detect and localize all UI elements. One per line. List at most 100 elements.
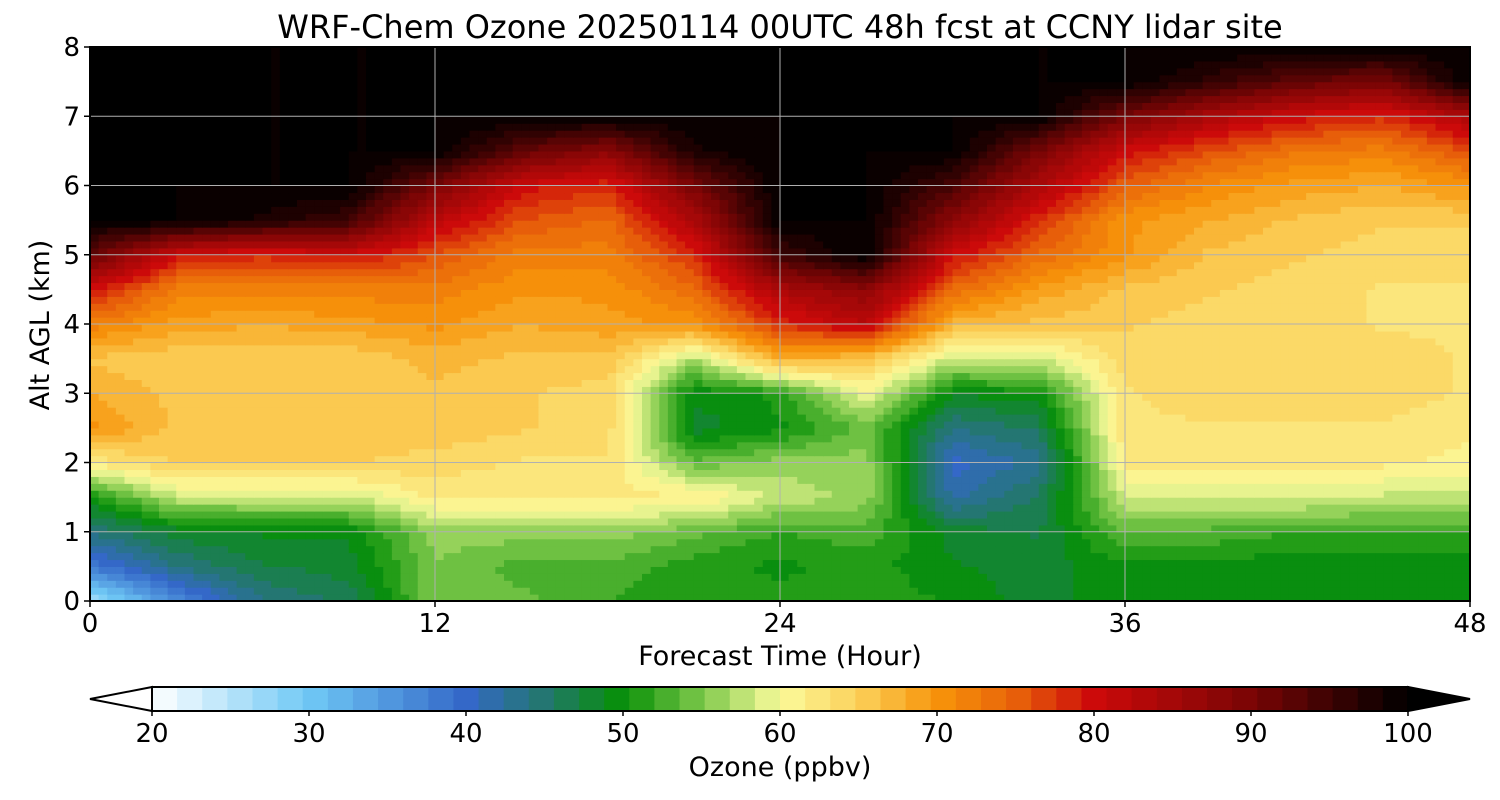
contour-cell (1202, 504, 1212, 512)
contour-cell (1107, 462, 1117, 471)
contour-cell (1185, 476, 1195, 484)
contour-cell (1444, 448, 1454, 457)
contour-cell (1176, 545, 1186, 554)
contour-cell (529, 455, 540, 464)
contour-cell (1245, 407, 1255, 415)
contour-cell (1237, 393, 1247, 401)
contour-cell (840, 420, 850, 429)
contour-cell (667, 400, 678, 408)
contour-cell (236, 393, 246, 401)
contour-cell (1056, 559, 1066, 567)
contour-cell (1038, 469, 1048, 477)
contour-cell (176, 414, 186, 422)
contour-cell (262, 538, 272, 547)
contour-cell (495, 469, 505, 477)
contour-cell (305, 414, 315, 422)
contour-cell (1150, 476, 1161, 484)
contour-cell (1081, 427, 1092, 436)
contour-cell (1107, 427, 1117, 436)
contour-cell (1168, 455, 1178, 464)
contour-cell (650, 427, 660, 436)
contour-cell (711, 573, 721, 581)
contour-cell (115, 379, 126, 387)
contour-cell (642, 497, 652, 505)
contour-cell (616, 476, 626, 484)
contour-cell (616, 420, 626, 429)
contour-cell (305, 469, 315, 477)
contour-cell (676, 448, 686, 457)
contour-cell (926, 427, 936, 436)
contour-cell (555, 490, 565, 498)
contour-cell (702, 559, 712, 567)
contour-cell (797, 469, 807, 477)
contour-cell (598, 469, 609, 477)
contour-cell (642, 559, 652, 567)
contour-cell (961, 414, 971, 422)
contour-cell (1211, 566, 1221, 574)
contour-cell (1383, 469, 1393, 477)
contour-cell (141, 434, 151, 443)
contour-cell (452, 504, 462, 512)
contour-cell (823, 566, 833, 574)
contour-cell (762, 538, 772, 547)
contour-cell (176, 566, 186, 574)
contour-cell (1185, 573, 1195, 581)
contour-cell (1280, 462, 1290, 471)
contour-cell (1133, 497, 1143, 505)
contour-cell (435, 524, 445, 533)
contour-cell (840, 448, 850, 457)
contour-cell (495, 407, 505, 415)
contour-cell (133, 420, 143, 429)
contour-cell (1435, 448, 1445, 457)
contour-cell (1383, 552, 1393, 561)
contour-cell (1176, 559, 1186, 567)
contour-cell (1047, 559, 1057, 567)
contour-cell (1409, 531, 1419, 540)
contour-cell (1392, 510, 1402, 519)
contour-cell (909, 538, 919, 547)
contour-cell (512, 427, 522, 436)
contour-cell (374, 497, 384, 505)
contour-cell (788, 455, 798, 464)
contour-cell (969, 538, 979, 547)
contour-cell (736, 573, 747, 581)
contour-cell (676, 462, 686, 471)
contour-cell (288, 538, 298, 547)
contour-cell (1418, 559, 1428, 567)
contour-cell (383, 504, 393, 512)
contour-cell (616, 566, 626, 574)
contour-cell (262, 490, 272, 498)
contour-cell (1323, 400, 1333, 408)
contour-cell (1288, 510, 1299, 519)
contour-cell (598, 587, 609, 595)
contour-cell (547, 386, 557, 394)
contour-cell (676, 400, 686, 408)
contour-cell (745, 414, 755, 422)
contour-cell (1090, 400, 1100, 408)
contour-cell (1263, 434, 1273, 443)
contour-cell (797, 462, 807, 471)
contour-cell (357, 379, 367, 387)
contour-cell (1168, 448, 1178, 457)
contour-cell (1288, 594, 1299, 601)
contour-cell (961, 504, 971, 512)
contour-cell (1332, 580, 1342, 588)
contour-cell (1426, 524, 1437, 533)
contour-cell (271, 552, 281, 561)
contour-cell (1435, 490, 1445, 498)
contour-cell (236, 524, 246, 533)
contour-cell (719, 517, 729, 526)
contour-cell (1409, 510, 1419, 519)
contour-cell (667, 469, 678, 477)
contour-cell (1202, 566, 1212, 574)
contour-cell (1073, 510, 1083, 519)
contour-cell (667, 407, 678, 415)
contour-cell (400, 566, 410, 574)
contour-cell (1237, 497, 1247, 505)
contour-cell (1254, 393, 1264, 401)
contour-cell (228, 573, 238, 581)
contour-cell (547, 476, 557, 484)
contour-cell (374, 524, 384, 533)
contour-cell (1176, 566, 1186, 574)
contour-cell (1271, 538, 1281, 547)
